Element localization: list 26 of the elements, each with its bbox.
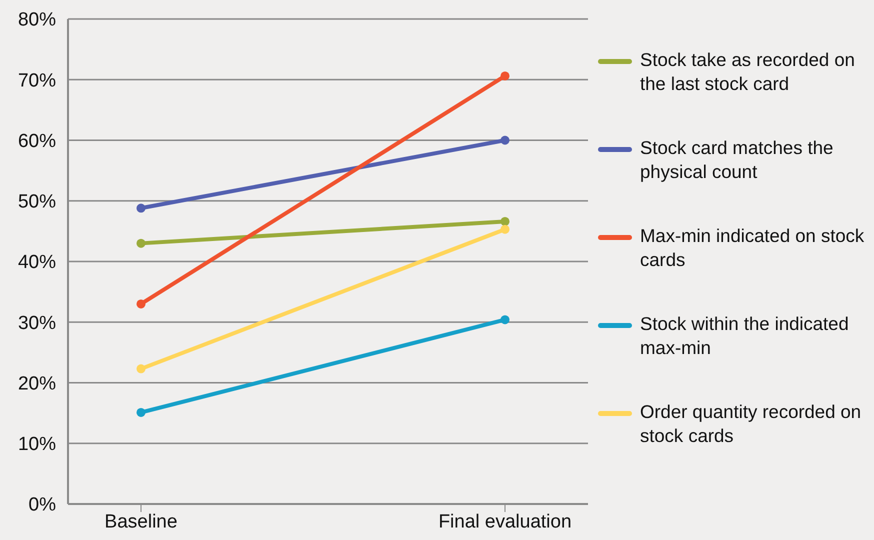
legend-label: Order quantity recorded on stock cards <box>640 400 862 448</box>
y-tick-label: 0% <box>28 494 56 516</box>
point <box>500 136 510 145</box>
point <box>136 299 146 308</box>
legend-label: Stock within the indicated max-min <box>640 312 850 360</box>
x-tick-label: Final evaluation <box>438 511 572 532</box>
y-tick-label: 20% <box>18 373 56 394</box>
legend-label: Stock card matches the physical count <box>640 136 834 184</box>
y-tick-label: 80% <box>18 10 56 31</box>
legend-label: Stock take as recorded on the last stock card <box>640 48 856 96</box>
point <box>136 364 146 374</box>
legend-label: Max-min indicated on stock cards <box>640 224 866 272</box>
point <box>500 71 510 80</box>
y-tick-label: 60% <box>18 130 56 152</box>
point <box>136 204 146 213</box>
point <box>136 408 146 417</box>
y-tick-label: 10% <box>18 434 56 456</box>
point <box>500 224 510 234</box>
y-tick-label: 40% <box>18 252 56 274</box>
y-tick-label: 30% <box>18 312 56 334</box>
x-tick-label: Baseline <box>104 511 178 532</box>
point <box>500 315 510 324</box>
y-tick-label: 70% <box>18 70 56 92</box>
y-tick-label: 50% <box>18 192 56 213</box>
point <box>500 216 510 226</box>
point <box>136 238 146 248</box>
